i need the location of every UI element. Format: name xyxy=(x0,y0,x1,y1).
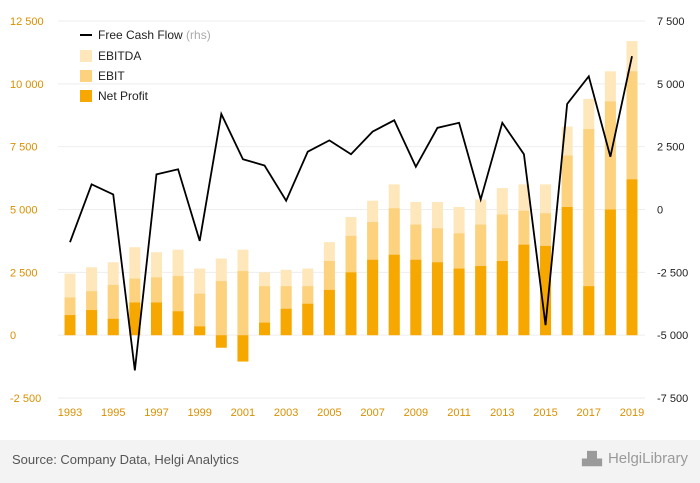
legend-ebitda-label: EBITDA xyxy=(98,49,141,63)
net-profit-bar-2007 xyxy=(367,259,379,336)
chart: -2 500 0 2 500 5 000 7 500 10 000 12 500 -7 50… xyxy=(10,16,688,419)
right-axis: -7 500 -5 000 -2 500 0 2 500 5 000 7 500 xyxy=(657,16,688,405)
x-axis-tick-label: 2005 xyxy=(317,407,341,419)
ebit-bar-1999 xyxy=(194,293,206,336)
right-axis-tick-label: 0 xyxy=(657,205,663,217)
x-axis-tick-label: 2013 xyxy=(490,407,514,419)
footer: Source: Company Data, Helgi Analytics ▟▙… xyxy=(0,440,700,483)
legend-net-profit-label: Net Profit xyxy=(98,89,149,103)
net-profit-bar-2011 xyxy=(453,268,465,336)
free-cash-flow-line-group xyxy=(69,55,633,371)
x-axis-tick-label: 2011 xyxy=(447,407,471,419)
x-axis-tick-label: 2007 xyxy=(360,407,384,419)
right-axis-tick-label: 5 000 xyxy=(657,79,685,91)
ebit-bar-2017 xyxy=(583,129,595,336)
x-axis-tick-label: 2017 xyxy=(577,407,601,419)
left-axis-tick-label: -2 500 xyxy=(10,393,41,405)
net-profit-bar-2015 xyxy=(540,245,552,336)
x-axis-tick-label: 1995 xyxy=(101,407,125,419)
right-axis-tick-label: 2 500 xyxy=(657,142,685,154)
net-profit-bar-1999 xyxy=(194,326,206,336)
x-axis-tick-label: 2009 xyxy=(404,407,428,419)
net-profit-bar-2001 xyxy=(237,335,249,362)
left-axis-tick-label: 0 xyxy=(10,330,16,342)
net-profit-bar-2010 xyxy=(431,262,443,336)
net-profit-bar-1994 xyxy=(86,310,98,336)
x-axis: 1993 1995 1997 1999 2001 2003 2005 2007 2009 2011… xyxy=(58,407,644,419)
net-profit-bar-1998 xyxy=(172,311,184,336)
right-axis-tick-label: -2 500 xyxy=(657,267,688,279)
net-profit-bar-2000 xyxy=(215,335,227,348)
net-profit-bar-2005 xyxy=(323,289,335,336)
left-axis-tick-label: 10 000 xyxy=(10,79,44,91)
net-profit-bar-2004 xyxy=(302,303,314,336)
net-profit-bar-2014 xyxy=(518,244,530,336)
ebit-bar-2000 xyxy=(215,281,227,336)
x-axis-tick-label: 2003 xyxy=(274,407,298,419)
helgi-library-logo-icon: ▟▙ xyxy=(581,450,602,466)
legend-net-profit-swatch xyxy=(80,90,92,102)
legend-ebitda-swatch xyxy=(80,50,92,62)
net-profit-bar-1997 xyxy=(150,302,162,336)
net-profit-bar-2003 xyxy=(280,308,292,336)
net-profit-bar-2006 xyxy=(345,272,357,336)
legend-ebit-swatch xyxy=(80,70,92,82)
net-profit-bar-2019 xyxy=(626,179,638,336)
net-profit-bar-2008 xyxy=(388,254,400,336)
ebit-bar-2002 xyxy=(259,286,271,336)
right-axis-tick-label: -7 500 xyxy=(657,393,688,405)
left-axis: -2 500 0 2 500 5 000 7 500 10 000 12 500 xyxy=(10,16,44,405)
x-axis-tick-label: 2019 xyxy=(620,407,644,419)
net-profit-bar-2002 xyxy=(259,322,271,336)
net-profit-bar-2018 xyxy=(604,209,616,336)
net-profit-bar-2013 xyxy=(496,261,508,336)
net-profit-bar-2012 xyxy=(475,266,487,336)
brand: ▟▙ HelgiLibrary xyxy=(582,450,688,467)
brand-text: HelgiLibrary xyxy=(607,450,688,467)
ebit-bar-2001 xyxy=(237,271,249,336)
net-profit-bar-1996 xyxy=(129,302,141,336)
left-axis-tick-label: 12 500 xyxy=(10,16,44,28)
net-profit-bar-1993 xyxy=(64,315,76,336)
legend-ebit-label: EBIT xyxy=(98,69,125,83)
source-text: Source: Company Data, Helgi Analytics xyxy=(12,452,239,467)
x-axis-tick-label: 1993 xyxy=(58,407,82,419)
right-axis-tick-label: -5 000 xyxy=(657,330,688,342)
ebit-bar-1995 xyxy=(107,284,119,336)
left-axis-tick-label: 7 500 xyxy=(10,142,38,154)
x-axis-tick-label: 2001 xyxy=(231,407,255,419)
ebit-bar-1998 xyxy=(172,276,184,336)
net-profit-bar-2009 xyxy=(410,259,422,336)
net-profit-bar-2017 xyxy=(583,286,595,336)
left-axis-tick-label: 5 000 xyxy=(10,205,38,217)
right-axis-tick-label: 7 500 xyxy=(657,16,685,28)
x-axis-tick-label: 2015 xyxy=(533,407,557,419)
bars xyxy=(64,41,638,362)
net-profit-bar-2016 xyxy=(561,206,573,336)
legend: Free Cash Flow (rhs) EBITDA EBIT Net Profit xyxy=(80,28,211,103)
legend-fcf-label: Free Cash Flow (rhs) xyxy=(98,28,211,42)
net-profit-bar-1995 xyxy=(107,318,119,336)
x-axis-tick-label: 1999 xyxy=(187,407,211,419)
x-axis-tick-label: 1997 xyxy=(144,407,168,419)
left-axis-tick-label: 2 500 xyxy=(10,267,38,279)
